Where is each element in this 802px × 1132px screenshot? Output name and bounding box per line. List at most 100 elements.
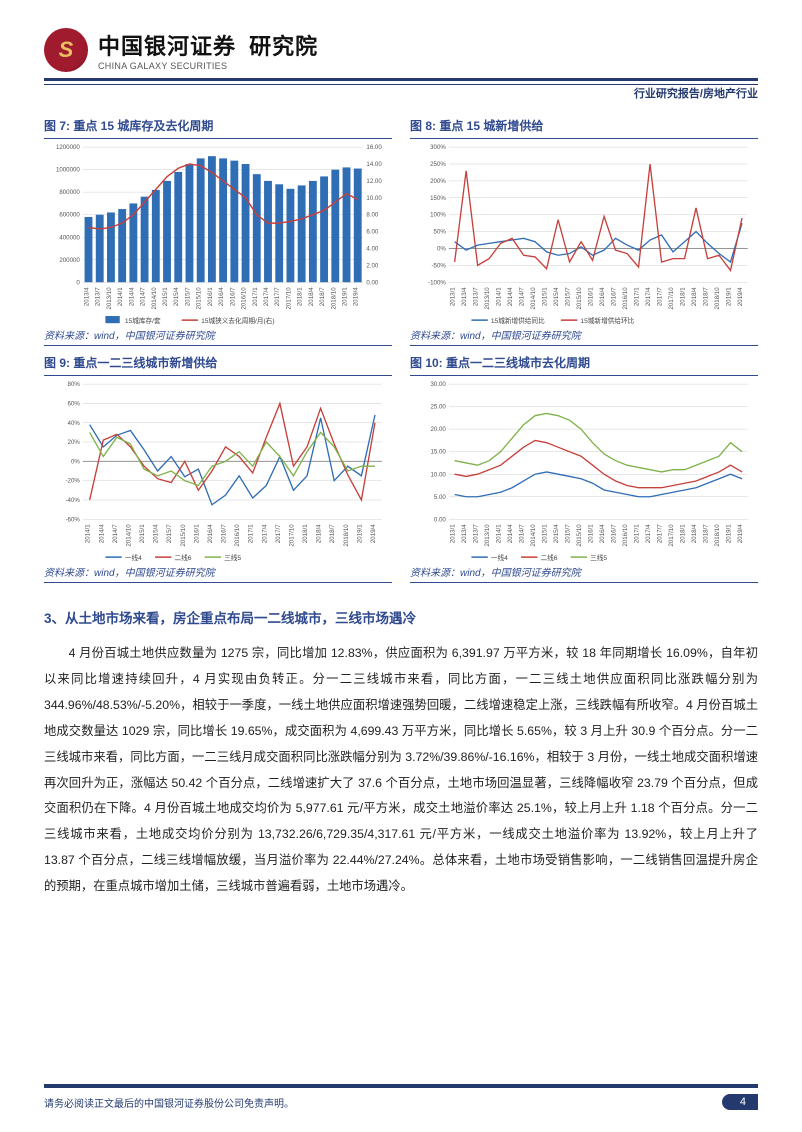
svg-text:0.00: 0.00 [434,517,447,524]
svg-text:2018/7: 2018/7 [703,287,710,306]
svg-text:15城狭义去化周期/月(右): 15城狭义去化周期/月(右) [201,316,274,325]
svg-text:15城新增供给同比: 15城新增供给同比 [491,316,545,325]
svg-text:2013/7: 2013/7 [95,287,102,306]
svg-text:2017/1: 2017/1 [252,287,259,306]
svg-text:12.00: 12.00 [366,178,382,185]
svg-text:2016/7: 2016/7 [229,287,236,306]
svg-text:二线6: 二线6 [541,553,558,562]
svg-text:2014/4: 2014/4 [128,287,135,306]
svg-text:2017/1: 2017/1 [634,287,641,306]
svg-text:2014/10: 2014/10 [125,524,132,547]
svg-text:2014/7: 2014/7 [519,287,526,306]
svg-text:14.00: 14.00 [366,161,382,168]
svg-text:2017/10: 2017/10 [288,524,295,547]
svg-text:2018/4: 2018/4 [316,524,323,543]
svg-text:2016/4: 2016/4 [599,524,606,543]
svg-text:2016/10: 2016/10 [622,287,629,310]
svg-text:2015/4: 2015/4 [553,287,560,306]
svg-text:2014/10: 2014/10 [530,524,537,547]
svg-text:60%: 60% [68,401,81,408]
svg-text:2015/1: 2015/1 [542,524,549,543]
svg-text:30.00: 30.00 [430,381,446,388]
svg-text:2015/1: 2015/1 [162,287,169,306]
svg-text:2015/10: 2015/10 [576,524,583,547]
svg-text:10.00: 10.00 [366,195,382,202]
svg-text:三线5: 三线5 [224,553,241,562]
chart-title: 图 8: 重点 15 城新增供给 [410,117,758,134]
svg-text:2016/1: 2016/1 [588,287,595,306]
svg-text:2015/4: 2015/4 [153,524,160,543]
svg-text:2018/7: 2018/7 [329,524,336,543]
svg-text:2015/4: 2015/4 [553,524,560,543]
svg-text:2018/4: 2018/4 [691,287,698,306]
svg-text:2019/4: 2019/4 [353,287,360,306]
svg-text:一线4: 一线4 [125,553,142,562]
svg-text:2019/1: 2019/1 [342,287,349,306]
footer: 请务必阅读正文最后的中国银河证券股份公司免责声明。 4 [44,1080,758,1110]
svg-text:250%: 250% [430,161,446,168]
chart-source: 资料来源：wind，中国银河证券研究院 [410,562,758,583]
svg-text:25.00: 25.00 [430,404,446,411]
disclaimer: 请务必阅读正文最后的中国银河证券股份公司免责声明。 [44,1095,294,1110]
svg-text:2015/10: 2015/10 [180,524,187,547]
svg-text:2018/7: 2018/7 [319,287,326,306]
svg-text:2017/7: 2017/7 [657,524,664,543]
svg-text:2014/10: 2014/10 [151,287,158,310]
svg-text:2013/4: 2013/4 [461,524,468,543]
header-thick-rule [44,78,758,81]
svg-text:2019/4: 2019/4 [737,287,744,306]
svg-text:2018/4: 2018/4 [308,287,315,306]
svg-text:15城新增供给环比: 15城新增供给环比 [580,316,634,325]
section-body: 4 月份百城土地供应数量为 1275 宗，同比增加 12.83%，供应面积为 6… [44,641,758,899]
svg-text:80%: 80% [68,381,81,388]
svg-text:2014/7: 2014/7 [519,524,526,543]
svg-text:2017/4: 2017/4 [645,287,652,306]
svg-text:6.00: 6.00 [366,229,379,236]
svg-text:2014/1: 2014/1 [85,524,92,543]
svg-text:15城库存/套: 15城库存/套 [125,316,161,325]
svg-text:-50%: -50% [432,262,447,269]
svg-text:2017/7: 2017/7 [275,524,282,543]
svg-text:0%: 0% [71,459,80,466]
svg-text:2013/1: 2013/1 [450,287,457,306]
svg-text:2015/1: 2015/1 [542,287,549,306]
svg-text:15.00: 15.00 [430,449,446,456]
svg-text:2019/4: 2019/4 [737,524,744,543]
svg-text:2013/4: 2013/4 [461,287,468,306]
svg-text:2013/7: 2013/7 [473,524,480,543]
svg-text:400000: 400000 [59,234,80,241]
chart-8: 图 8: 重点 15 城新增供给 -100%-50%0%50%100%150%2… [410,117,758,352]
section-heading: 3、从土地市场来看，房企重点布局一二线城市，三线市场遇冷 [44,607,758,627]
svg-text:1200000: 1200000 [56,144,80,151]
svg-text:2013/4: 2013/4 [84,287,91,306]
svg-text:2015/4: 2015/4 [173,287,180,306]
svg-text:20.00: 20.00 [430,426,446,433]
logo-icon: S [44,28,88,72]
svg-text:2014/7: 2014/7 [112,524,119,543]
brand-block: 中国银河证券 研究院 CHINA GALAXY SECURITIES [98,29,318,71]
svg-text:2016/10: 2016/10 [234,524,241,547]
svg-text:2019/1: 2019/1 [356,524,363,543]
svg-text:2018/4: 2018/4 [691,524,698,543]
svg-text:2016/10: 2016/10 [622,524,629,547]
svg-text:2013/10: 2013/10 [484,524,491,547]
svg-text:2014/7: 2014/7 [140,287,147,306]
svg-text:2014/10: 2014/10 [530,287,537,310]
svg-text:5.00: 5.00 [434,494,447,501]
svg-text:2018/1: 2018/1 [297,287,304,306]
svg-text:2017/10: 2017/10 [668,524,675,547]
chart-title: 图 9: 重点一二三线城市新增供给 [44,354,392,371]
svg-text:2016/1: 2016/1 [588,524,595,543]
svg-text:2013/10: 2013/10 [106,287,113,310]
svg-text:200%: 200% [430,178,446,185]
svg-text:2015/7: 2015/7 [565,524,572,543]
chart-7: 图 7: 重点 15 城库存及去化周期 02000004000006000008… [44,117,392,352]
svg-text:1000000: 1000000 [56,167,80,174]
svg-text:4.00: 4.00 [366,246,379,253]
svg-text:-40%: -40% [66,497,81,504]
svg-text:20%: 20% [68,439,81,446]
svg-text:2019/1: 2019/1 [726,524,733,543]
svg-text:2017/4: 2017/4 [261,524,268,543]
svg-text:-100%: -100% [428,279,446,286]
svg-text:2018/10: 2018/10 [330,287,337,310]
